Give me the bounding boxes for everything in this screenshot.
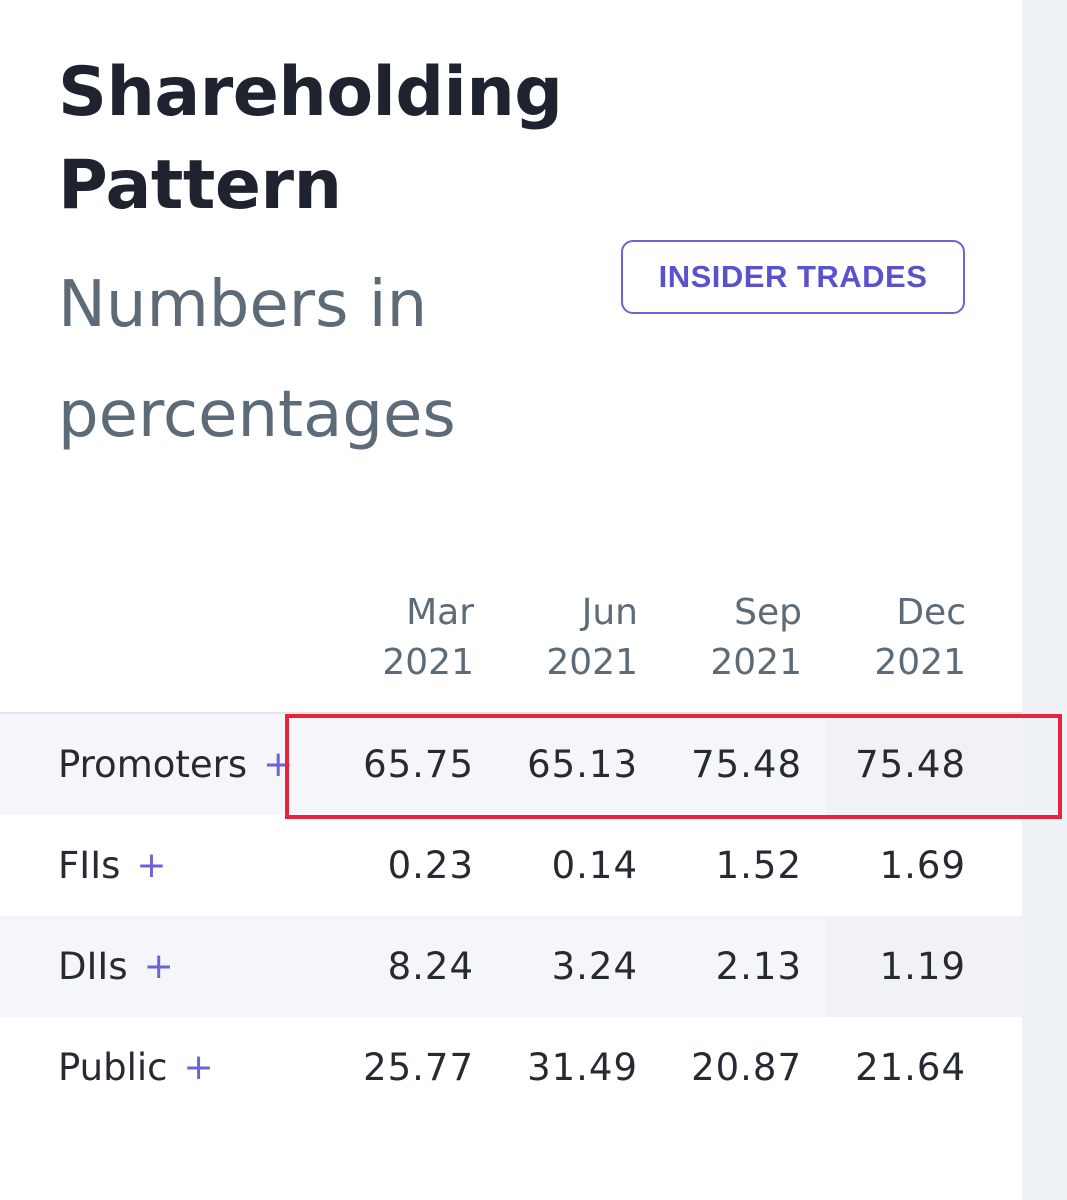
page-subtitle: Numbers in percentages	[58, 268, 456, 452]
insider-trades-button[interactable]: INSIDER TRADES	[621, 240, 965, 314]
table-cell: 65.75	[363, 743, 474, 786]
column-header-sep-2021: Sep 2021	[642, 588, 802, 688]
table-cell: 1.69	[879, 844, 966, 887]
row-label-text: FIIs	[58, 844, 121, 887]
table-cell: 2.13	[715, 945, 802, 988]
table-header-row: Mar 2021 Jun 2021 Sep 2021 Dec 2021	[0, 580, 1022, 710]
row-label-text: DIIs	[58, 945, 128, 988]
column-header-jun-2021: Jun 2021	[478, 588, 638, 688]
table-cell: 1.19	[879, 945, 966, 988]
table-cell: 31.49	[527, 1046, 638, 1089]
table-cell: 0.23	[387, 844, 474, 887]
column-header-mar-2021: Mar 2021	[314, 588, 474, 688]
table-divider	[0, 712, 1022, 714]
column-month: Mar	[406, 592, 474, 633]
expand-plus-icon[interactable]: +	[183, 1047, 214, 1088]
table-cell: 65.13	[527, 743, 638, 786]
column-month: Jun	[581, 592, 638, 633]
row-label-fiis[interactable]: FIIs +	[58, 815, 167, 916]
table-cell: 25.77	[363, 1046, 474, 1089]
column-month: Dec	[896, 592, 966, 633]
column-header-dec-2021: Dec 2021	[806, 588, 966, 688]
row-label-diis[interactable]: DIIs +	[58, 916, 174, 1017]
table-cell: 20.87	[691, 1046, 802, 1089]
page-gutter	[1022, 0, 1067, 1200]
column-year: 2021	[546, 642, 638, 683]
table-cell: 75.48	[691, 743, 802, 786]
shareholding-card: Shareholding Pattern Numbers in percenta…	[0, 0, 1022, 1200]
column-month: Sep	[734, 592, 802, 633]
row-label-text: Promoters	[58, 743, 248, 786]
row-label-promoters[interactable]: Promoters +	[58, 714, 293, 815]
table-cell: 8.24	[387, 945, 474, 988]
table-row-promoters: Promoters + 65.75 65.13 75.48 75.48	[0, 714, 1022, 815]
table-row-diis: DIIs + 8.24 3.24 2.13 1.19	[0, 916, 1022, 1017]
table-row-fiis: FIIs + 0.23 0.14 1.52 1.69	[0, 815, 1022, 916]
row-label-public[interactable]: Public +	[58, 1017, 214, 1118]
row-label-text: Public	[58, 1046, 168, 1089]
expand-plus-icon[interactable]: +	[263, 744, 294, 785]
column-year: 2021	[874, 642, 966, 683]
table-cell: 3.24	[551, 945, 638, 988]
table-row-public: Public + 25.77 31.49 20.87 21.64	[0, 1017, 1022, 1118]
expand-plus-icon[interactable]: +	[143, 946, 174, 987]
column-year: 2021	[382, 642, 474, 683]
table-cell: 21.64	[855, 1046, 966, 1089]
shareholding-table: Mar 2021 Jun 2021 Sep 2021 Dec 2021	[0, 580, 1022, 710]
table-cell: 1.52	[715, 844, 802, 887]
table-cell: 75.48	[855, 743, 966, 786]
expand-plus-icon[interactable]: +	[136, 845, 167, 886]
table-cell: 0.14	[551, 844, 638, 887]
page-title: Shareholding Pattern	[58, 53, 563, 225]
column-year: 2021	[710, 642, 802, 683]
